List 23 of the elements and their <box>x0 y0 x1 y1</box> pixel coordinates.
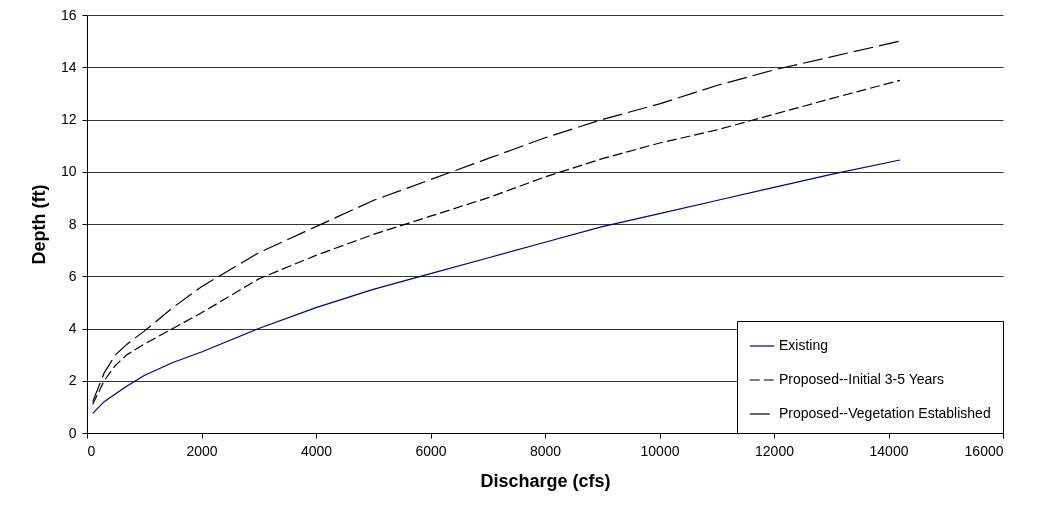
x-tick-label: 8000 <box>529 442 562 459</box>
x-tick-label: 10000 <box>640 442 680 459</box>
legend-label: Existing <box>779 337 829 353</box>
x-tick-label: 2000 <box>186 442 218 459</box>
x-tick-label: 12000 <box>755 442 795 459</box>
y-tick-label: 6 <box>68 267 77 284</box>
x-tick-label: 4000 <box>300 442 333 459</box>
y-axis-title: Depth (ft) <box>28 184 49 265</box>
y-tick-label: 4 <box>68 320 77 336</box>
x-tick-label: 6000 <box>415 442 447 459</box>
x-tick-label: 16000 <box>964 442 1004 459</box>
y-tick-label: 2 <box>68 372 77 389</box>
y-tick-label: 0 <box>68 424 77 441</box>
legend-label: Proposed--Vegetation Established <box>779 405 991 421</box>
y-tick-label: 16 <box>60 6 77 23</box>
x-axis-title: Discharge (cfs) <box>480 470 611 491</box>
y-tick-label: 14 <box>60 58 77 75</box>
x-tick-label: 14000 <box>869 442 909 459</box>
x-tick-label: 0 <box>87 442 96 459</box>
y-tick-label: 10 <box>60 163 77 180</box>
legend-label: Proposed--Initial 3-5 Years <box>779 371 944 387</box>
y-tick-label: 12 <box>60 111 77 127</box>
y-tick-label: 8 <box>68 215 77 232</box>
